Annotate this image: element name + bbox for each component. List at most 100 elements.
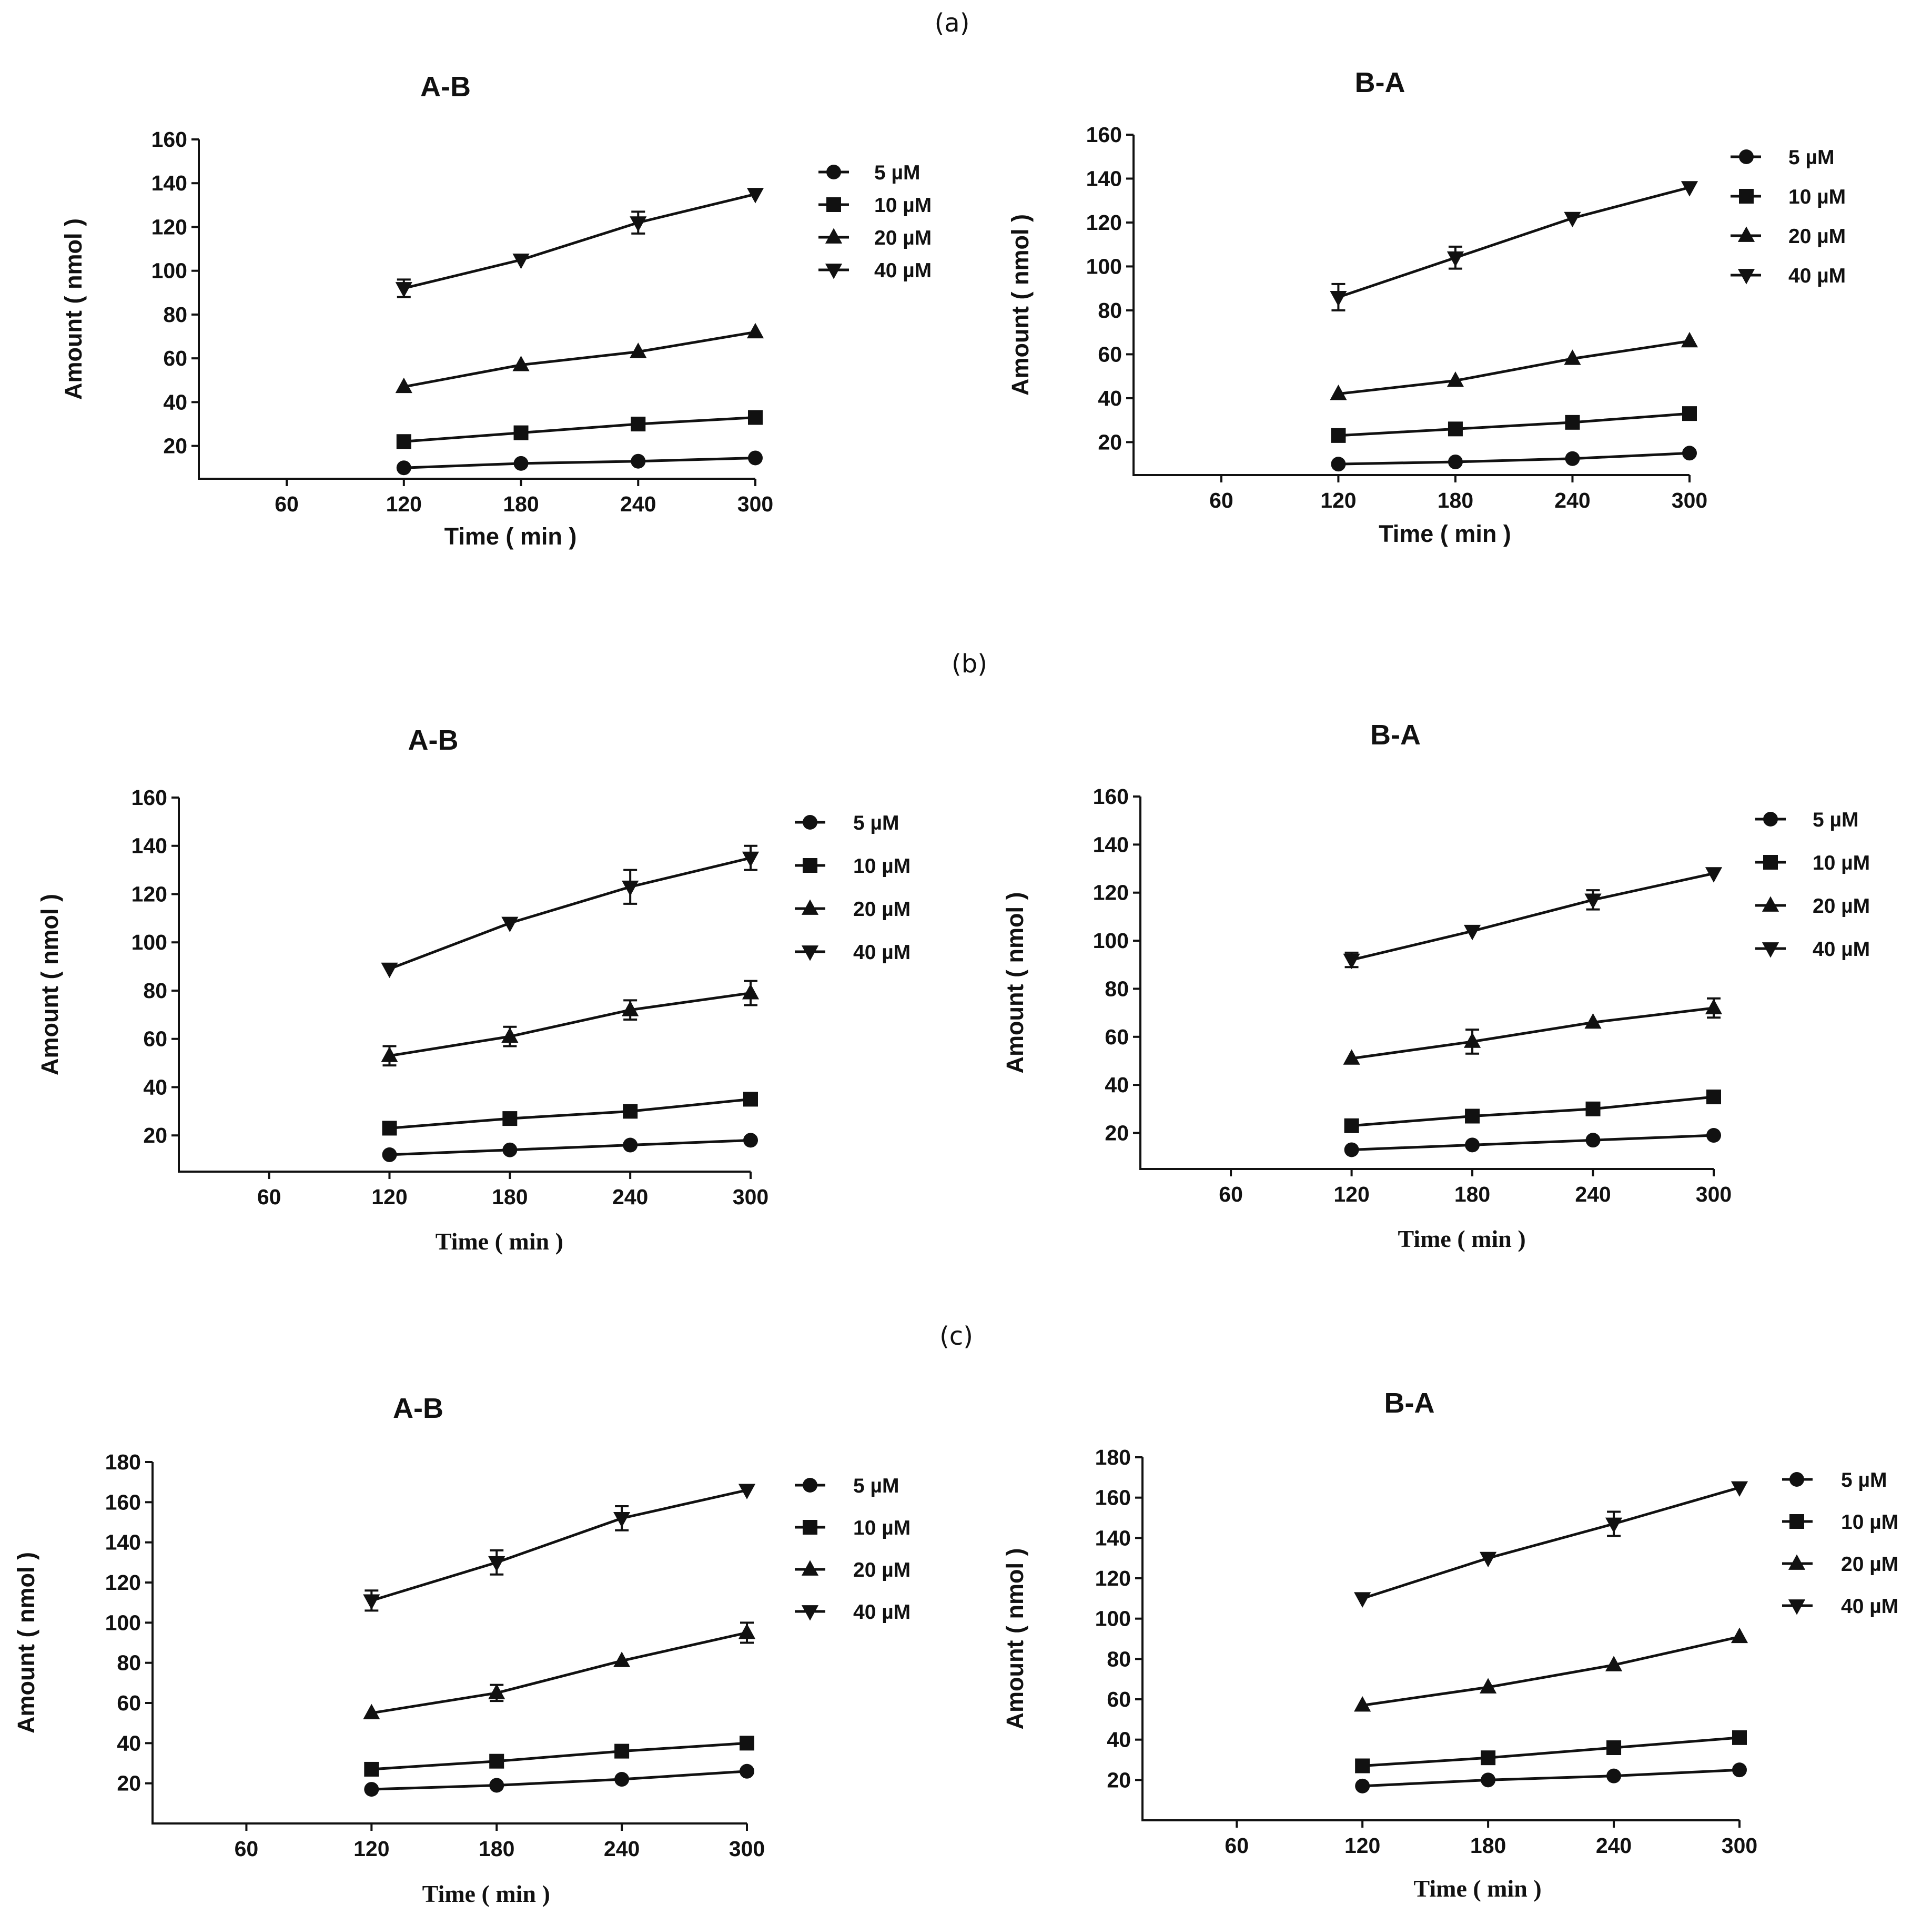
y-axis-label: Amount ( nmol ) [1002, 892, 1028, 1074]
chart-title: B-A [1370, 719, 1421, 751]
data-point [381, 1046, 398, 1062]
series-line [1351, 1006, 1714, 1060]
y-tick-label: 160 [151, 127, 187, 152]
legend-label: 10 µM [853, 855, 911, 878]
data-point [1343, 1049, 1360, 1065]
chart-title: B-A [1384, 1387, 1435, 1419]
y-tick-label: 140 [105, 1530, 141, 1555]
legend-marker [1739, 189, 1754, 204]
y-tick-label: 80 [1098, 298, 1122, 322]
data-point [501, 916, 519, 933]
data-point [502, 1111, 518, 1126]
x-tick-label: 240 [612, 1185, 648, 1209]
chart-6: B-A 20 40 60 80 100 120 140 160 180 60 120 180 240 300… [1002, 1387, 1898, 1902]
data-point [630, 216, 647, 232]
y-tick-label: 60 [1105, 1025, 1129, 1049]
legend-label: 5 µM [853, 812, 899, 834]
data-point [488, 1684, 505, 1699]
x-axis-label: Time ( min ) [1414, 1875, 1542, 1902]
legend-label: 20 µM [1841, 1553, 1898, 1576]
legend-marker [1762, 942, 1779, 958]
x-tick-label: 60 [257, 1185, 281, 1209]
y-tick-label: 20 [117, 1771, 141, 1796]
legend-label: 5 µM [853, 1475, 899, 1497]
x-tick-label: 300 [1696, 1182, 1732, 1206]
y-tick-label: 40 [1098, 386, 1122, 410]
y-tick-label: 100 [1095, 1607, 1131, 1631]
legend-label: 10 µM [1841, 1511, 1898, 1534]
panel-label-c: (c) [939, 1322, 973, 1351]
y-tick-label: 20 [163, 434, 187, 458]
series-4 [1330, 181, 1698, 311]
legend-marker [803, 1478, 817, 1493]
series-line [1362, 1768, 1740, 1788]
data-point [1354, 1592, 1371, 1608]
data-point [1465, 1108, 1480, 1124]
y-tick-label: 140 [1093, 832, 1129, 856]
legend-label: 10 µM [1813, 852, 1870, 874]
series-line [403, 456, 756, 469]
data-point [489, 1778, 504, 1793]
data-point [1330, 290, 1347, 307]
x-tick-label: 300 [733, 1185, 768, 1209]
data-point [740, 1736, 754, 1751]
legend-marker [1737, 226, 1755, 242]
chart-1: A-B 20 40 60 80 100 120 140 160 60 120 180 240 300 Tim… [60, 71, 932, 550]
data-point [364, 1761, 379, 1777]
y-tick-label: 100 [105, 1610, 141, 1635]
charts-container: A-B 20 40 60 80 100 120 140 160 60 120 180 240 300 Tim… [13, 67, 1898, 1907]
data-point [1706, 1128, 1721, 1143]
series-4 [1354, 1481, 1748, 1608]
legend-label: 20 µM [1788, 225, 1846, 248]
legend-marker [801, 1605, 819, 1621]
series-1 [1355, 1762, 1747, 1793]
data-point [513, 456, 529, 471]
legend-label: 40 µM [1841, 1595, 1898, 1618]
x-tick-label: 240 [1575, 1182, 1611, 1206]
data-point [1681, 331, 1698, 348]
data-point [395, 282, 412, 298]
x-tick-label: 120 [371, 1185, 407, 1209]
legend-label: 10 µM [1788, 186, 1846, 208]
y-axis-label: Amount ( nmol ) [36, 894, 63, 1075]
data-point [513, 425, 529, 440]
legend-marker [1789, 1514, 1804, 1529]
series-line [1351, 1134, 1714, 1151]
data-point [746, 322, 764, 339]
y-tick-label: 80 [1105, 976, 1129, 1001]
legend-marker [1788, 1554, 1806, 1570]
legend-label: 20 µM [853, 898, 911, 921]
y-tick-label: 40 [143, 1075, 167, 1099]
y-tick-label: 80 [143, 979, 167, 1003]
data-point [1344, 1118, 1359, 1133]
data-point [1731, 1481, 1748, 1497]
x-axis-label: Time ( min ) [444, 523, 577, 550]
series-line [1362, 1736, 1740, 1767]
series-3 [1330, 331, 1698, 400]
series-2 [364, 1736, 754, 1777]
y-tick-label: 40 [117, 1731, 141, 1755]
legend-marker [825, 264, 843, 279]
y-tick-label: 20 [1107, 1768, 1131, 1792]
data-point [1585, 1133, 1601, 1148]
data-point [1605, 1517, 1623, 1533]
series-line [1338, 339, 1690, 396]
y-tick-label: 120 [105, 1570, 141, 1595]
x-tick-label: 240 [620, 492, 656, 516]
y-tick-label: 100 [132, 930, 167, 954]
series-1 [382, 1133, 758, 1162]
x-axis-label: Time ( min ) [422, 1880, 550, 1907]
series-1 [364, 1763, 754, 1797]
data-point [1463, 924, 1481, 941]
x-tick-label: 120 [353, 1837, 389, 1861]
y-tick-label: 40 [1107, 1728, 1131, 1752]
series-line [1362, 1486, 1740, 1600]
y-axis-label: Amount ( nmol ) [13, 1552, 39, 1733]
data-point [382, 1147, 397, 1162]
series-2 [1331, 406, 1697, 443]
data-point [501, 1027, 519, 1043]
chart-3: A-B 20 40 60 80 100 120 140 160 60 120 180 240 300 Tim… [36, 724, 911, 1255]
legend-label: 40 µM [853, 941, 911, 964]
series-1 [1344, 1128, 1721, 1157]
series-4 [395, 188, 764, 298]
